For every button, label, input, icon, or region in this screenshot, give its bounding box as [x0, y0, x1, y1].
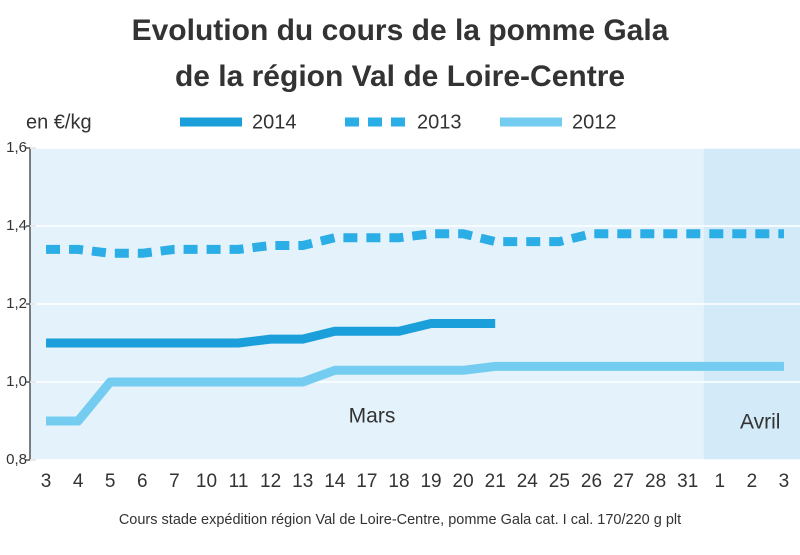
x-tick-label: 19 [420, 471, 441, 492]
x-tick-label: 3 [779, 471, 790, 492]
x-tick-label: 5 [105, 471, 116, 492]
x-tick-label: 10 [196, 471, 217, 492]
x-tick-label: 25 [549, 471, 570, 492]
x-tick-label: 11 [229, 471, 249, 492]
x-tick-label: 6 [137, 471, 148, 492]
x-tick-label: 14 [324, 471, 346, 492]
y-tick-label: 1,4 [6, 217, 27, 234]
x-tick-label: 3 [41, 471, 52, 492]
x-tick-label: 4 [73, 471, 84, 492]
x-tick-label: 24 [517, 471, 539, 492]
y-axis-label: en €/kg [26, 111, 92, 133]
legend-label: 2013 [417, 111, 462, 133]
x-tick-label: 13 [292, 471, 313, 492]
source-note: Cours stade expédition région Val de Loi… [119, 512, 681, 528]
x-tick-label: 28 [645, 471, 666, 492]
series-line [46, 229, 784, 258]
annotation: Avril [740, 411, 780, 434]
series-line [46, 319, 496, 348]
x-tick-label: 18 [388, 471, 409, 492]
legend-item: 2014 [180, 111, 297, 133]
x-tick-label: 12 [260, 471, 281, 492]
chart-title: Evolution du cours de la pomme Gala [132, 14, 669, 47]
x-tick-label: 2 [747, 471, 758, 492]
y-tick-label: 0,8 [6, 451, 27, 468]
y-tick-label: 1,2 [6, 295, 27, 312]
legend-item: 2012 [500, 111, 617, 133]
y-tick-label: 1,6 [6, 139, 27, 156]
x-tick-label: 17 [356, 471, 377, 492]
legend-label: 2014 [252, 111, 297, 133]
legend-label: 2012 [572, 111, 617, 133]
annotation: Mars [349, 405, 396, 428]
chart-subtitle: de la région Val de Loire-Centre [175, 60, 625, 93]
series-line [46, 361, 784, 426]
x-tick-label: 7 [169, 471, 180, 492]
x-tick-label: 20 [453, 471, 474, 492]
y-tick-label: 1,0 [6, 373, 27, 390]
legend-item: 2013 [345, 111, 462, 133]
x-tick-label: 1 [715, 471, 726, 492]
x-tick-label: 26 [581, 471, 602, 492]
x-tick-label: 21 [485, 471, 506, 492]
x-tick-label: 31 [677, 471, 698, 492]
x-tick-label: 27 [613, 471, 634, 492]
